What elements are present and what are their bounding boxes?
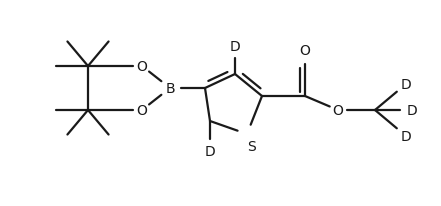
Text: D: D bbox=[407, 103, 417, 117]
Text: O: O bbox=[299, 44, 310, 58]
Text: D: D bbox=[400, 78, 411, 91]
Text: S: S bbox=[248, 139, 256, 153]
Text: B: B bbox=[165, 82, 175, 96]
Text: O: O bbox=[137, 103, 147, 117]
Text: O: O bbox=[333, 103, 344, 117]
Text: D: D bbox=[205, 144, 215, 158]
Text: D: D bbox=[230, 40, 240, 54]
Text: O: O bbox=[137, 60, 147, 74]
Text: D: D bbox=[400, 129, 411, 143]
